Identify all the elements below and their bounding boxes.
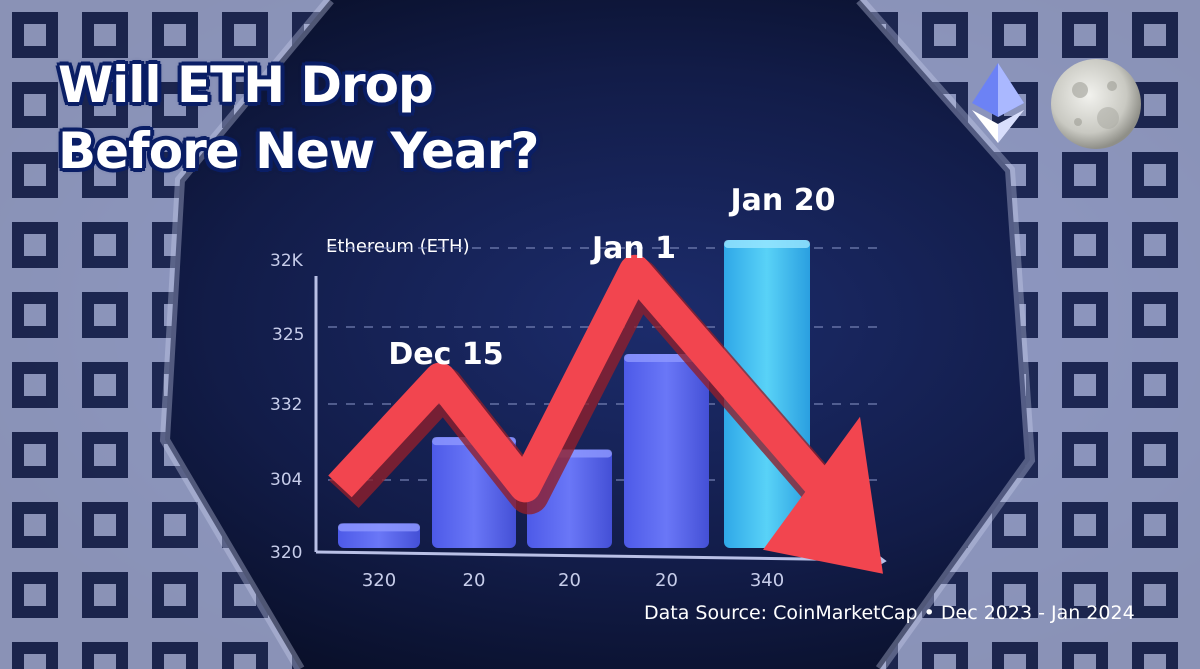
headline-line-1: Will ETH Drop	[58, 56, 434, 114]
y-tick-label: 32K	[270, 251, 304, 271]
x-tick-label: 340	[750, 570, 784, 591]
ethereum-logo-icon	[972, 63, 1024, 143]
x-tick-label: 20	[463, 570, 486, 591]
moon-icon	[1051, 59, 1141, 149]
callout-label: Dec 15	[388, 337, 503, 372]
chart-title: Ethereum (ETH)	[326, 236, 470, 257]
callout-label: Jan 1	[590, 231, 676, 266]
x-axis-line	[315, 550, 881, 562]
x-tick-label: 320	[362, 570, 396, 591]
y-tick-label: 304	[270, 470, 302, 490]
y-tick-label: 320	[270, 543, 302, 563]
y-tick-label: 332	[270, 395, 302, 415]
x-tick-label: 20	[655, 570, 678, 591]
y-tick-label: 325	[272, 325, 304, 345]
x-tick-label: 20	[558, 570, 581, 591]
bar-top-highlight	[338, 523, 420, 532]
headline-line-2: Before New Year?	[58, 122, 539, 180]
callout-label: Jan 20	[729, 183, 836, 218]
headline: Will ETH Drop Before New Year?	[58, 52, 539, 184]
data-source-note: Data Source: CoinMarketCap • Dec 2023 - …	[644, 602, 1135, 624]
trend-arrowhead	[763, 416, 883, 574]
bar-top-highlight	[724, 240, 810, 248]
bar-chart: Ethereum (ETH) 32K 325 332 304 320 320 20 20 20…	[270, 183, 887, 591]
bar	[624, 353, 709, 548]
trend-line	[328, 254, 848, 513]
